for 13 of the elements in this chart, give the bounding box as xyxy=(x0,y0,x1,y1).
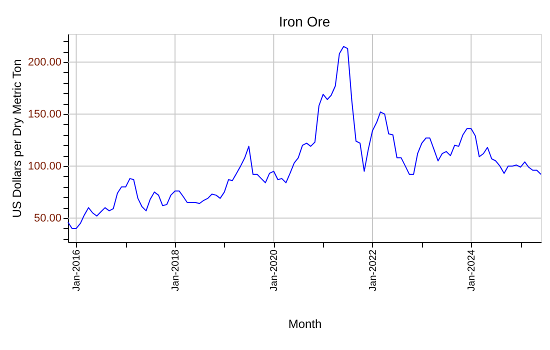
chart-title: Iron Ore xyxy=(278,14,330,30)
y-tick-label: 50.00 xyxy=(34,212,62,225)
y-tick-label: 100.00 xyxy=(28,160,62,173)
x-tick-label: Jan-2016 xyxy=(72,249,83,292)
x-tick-label: Jan-2020 xyxy=(269,249,280,292)
x-tick-label: Jan-2024 xyxy=(466,249,478,292)
line-series xyxy=(68,46,542,229)
y-axis-title: US Dollars per Dry Metric Ton xyxy=(10,59,24,218)
y-tick-label: 150.00 xyxy=(28,108,62,121)
y-tick-label: 200.00 xyxy=(28,56,62,69)
x-tick-label: Jan-2018 xyxy=(170,249,182,292)
x-tick-label: Jan-2022 xyxy=(368,249,379,292)
x-axis-title: Month xyxy=(288,317,322,332)
